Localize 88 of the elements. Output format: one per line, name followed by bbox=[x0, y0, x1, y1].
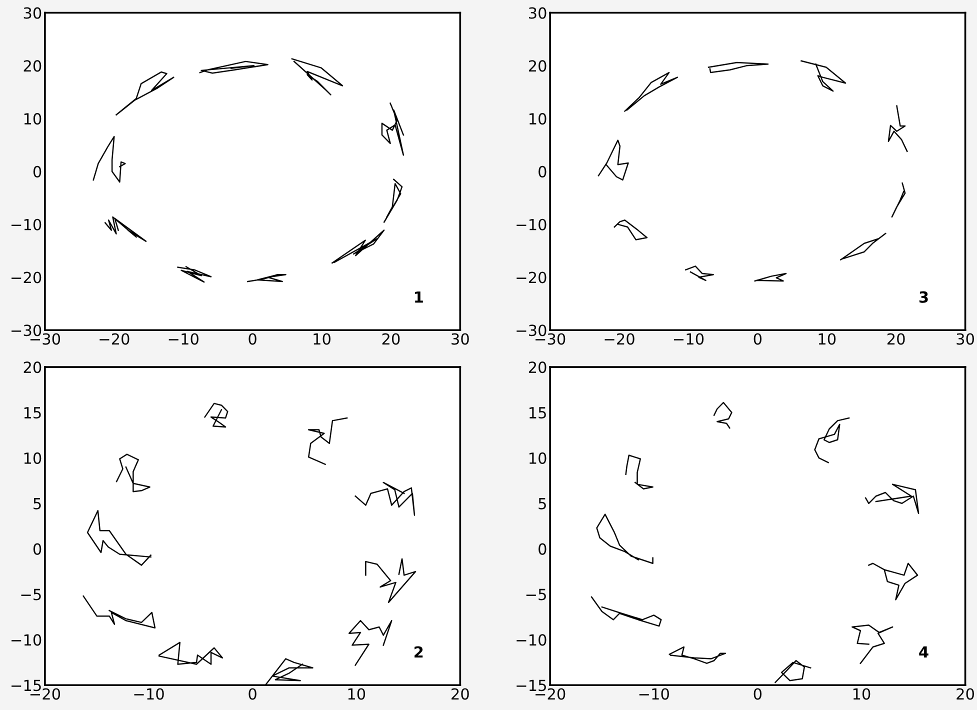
line-series bbox=[800, 60, 846, 92]
x-tick-label: 20 bbox=[956, 688, 974, 700]
y-tick-label: −20 bbox=[12, 272, 42, 284]
y-tick-label: −20 bbox=[516, 272, 546, 284]
y-tick-label: −5 bbox=[526, 588, 546, 600]
y-tick-label: −5 bbox=[21, 588, 41, 600]
line-series bbox=[116, 71, 174, 116]
x-tick-label: 0 bbox=[754, 333, 762, 345]
line-series bbox=[708, 62, 769, 74]
y-tick-label: 10 bbox=[24, 452, 42, 464]
line-series bbox=[713, 402, 732, 429]
line-series bbox=[116, 454, 150, 492]
x-tick-label: −10 bbox=[134, 688, 164, 700]
y-tick-label: −10 bbox=[12, 218, 42, 230]
x-tick-label: −20 bbox=[100, 333, 130, 345]
x-tick-label: 20 bbox=[382, 333, 400, 345]
line-series bbox=[348, 620, 392, 666]
line-series bbox=[596, 514, 654, 564]
y-tick-label: 5 bbox=[34, 498, 41, 510]
line-series bbox=[354, 482, 416, 516]
line-series bbox=[92, 136, 126, 183]
line-series bbox=[86, 510, 152, 566]
line-series bbox=[668, 646, 726, 664]
line-series bbox=[204, 402, 228, 428]
line-series bbox=[247, 274, 286, 282]
y-tick-label: 30 bbox=[528, 7, 546, 19]
x-tick-label: −20 bbox=[604, 333, 634, 345]
line-series bbox=[891, 182, 906, 218]
line-series bbox=[624, 72, 678, 112]
line-series bbox=[308, 417, 348, 465]
x-tick-label: 0 bbox=[754, 688, 762, 700]
x-tick-label: 20 bbox=[452, 688, 469, 700]
annotation: 3 bbox=[919, 291, 928, 303]
y-tick-label: 15 bbox=[530, 407, 546, 419]
y-tick-label: 20 bbox=[528, 362, 546, 374]
x-tick-label: 10 bbox=[314, 333, 330, 345]
line-series bbox=[590, 596, 662, 627]
x-tick-label: 20 bbox=[887, 333, 905, 345]
y-tick-label: −10 bbox=[12, 634, 42, 646]
y-tick-label: 30 bbox=[24, 7, 42, 19]
line-series bbox=[381, 102, 404, 156]
line-series bbox=[685, 266, 714, 282]
y-tick-label: 0 bbox=[33, 166, 42, 178]
x-tick-label: 10 bbox=[348, 688, 366, 700]
y-tick-label: 5 bbox=[538, 498, 546, 510]
annotation: 4 bbox=[919, 646, 928, 658]
y-tick-label: 0 bbox=[538, 543, 546, 555]
y-tick-label: 15 bbox=[24, 407, 41, 419]
line-series bbox=[199, 60, 268, 74]
line-series bbox=[868, 562, 918, 600]
x-tick-label: 30 bbox=[452, 333, 469, 345]
line-series bbox=[840, 232, 886, 260]
y-tick-label: 20 bbox=[24, 362, 42, 374]
line-series bbox=[852, 624, 894, 664]
line-series bbox=[177, 266, 212, 283]
line-series bbox=[888, 105, 908, 152]
line-series bbox=[104, 216, 147, 242]
y-tick-label: 10 bbox=[530, 113, 546, 125]
y-tick-label: 10 bbox=[24, 113, 42, 125]
line-series bbox=[158, 642, 224, 665]
line-series bbox=[614, 220, 648, 240]
line-series bbox=[291, 58, 344, 96]
line-series bbox=[754, 272, 787, 282]
y-tick-label: −10 bbox=[516, 634, 546, 646]
line-series bbox=[864, 484, 920, 514]
y-tick-label: −10 bbox=[516, 218, 546, 230]
line-series bbox=[332, 230, 385, 264]
line-series bbox=[625, 454, 654, 490]
x-tick-label: 10 bbox=[818, 333, 836, 345]
x-tick-label: −10 bbox=[639, 688, 669, 700]
line-series bbox=[365, 558, 416, 604]
line-series bbox=[814, 417, 850, 464]
line-series bbox=[82, 595, 156, 629]
y-tick-label: 10 bbox=[530, 452, 546, 464]
y-tick-label: 20 bbox=[24, 60, 42, 72]
x-tick-label: 0 bbox=[248, 688, 256, 700]
line-series bbox=[383, 178, 403, 223]
x-tick-label: −10 bbox=[674, 333, 704, 345]
y-tick-label: 0 bbox=[538, 166, 546, 178]
annotation: 2 bbox=[414, 646, 423, 658]
x-tick-label: −10 bbox=[168, 333, 198, 345]
x-tick-label: 10 bbox=[853, 688, 870, 700]
x-tick-label: 0 bbox=[248, 333, 256, 345]
line-series bbox=[598, 140, 629, 181]
y-tick-label: 0 bbox=[33, 543, 42, 555]
annotation: 1 bbox=[415, 291, 423, 303]
y-tick-label: 20 bbox=[528, 60, 546, 72]
x-tick-label: 30 bbox=[956, 333, 974, 345]
